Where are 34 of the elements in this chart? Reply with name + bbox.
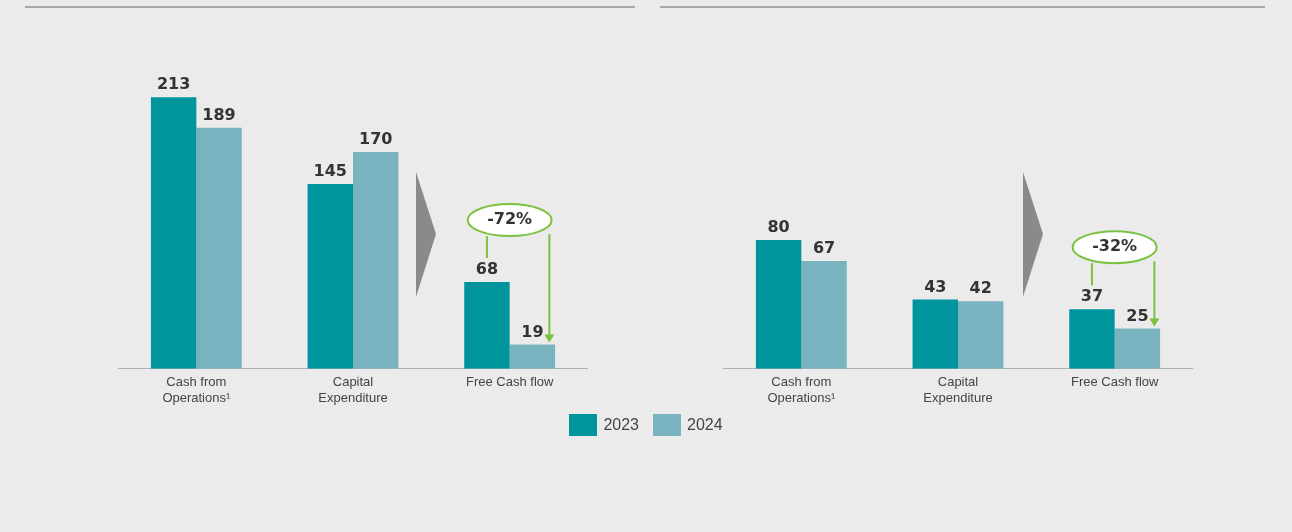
data-label: 67	[812, 238, 836, 258]
annotation: -32%	[1092, 236, 1138, 256]
x-tick-label: Cash from Operations¹	[162, 374, 231, 405]
bar	[353, 152, 399, 369]
bar	[1114, 328, 1161, 369]
bar	[196, 127, 242, 369]
legend-label: 2023	[603, 416, 639, 434]
bar	[912, 299, 958, 369]
data-label: 213	[156, 74, 191, 94]
data-label: 25	[1126, 305, 1149, 325]
bar	[150, 97, 197, 369]
data-label: 37	[1080, 286, 1104, 306]
bar	[464, 282, 510, 369]
annotation: -72%	[487, 209, 533, 229]
bar	[755, 240, 802, 369]
data-label: 80	[767, 217, 790, 237]
bar	[509, 344, 556, 369]
data-label: 19	[521, 321, 544, 341]
legend-label: 2024	[687, 416, 723, 434]
data-label: 145	[313, 161, 347, 181]
x-tick-label: Cash from Operations¹	[767, 374, 836, 405]
data-label: 170	[359, 129, 393, 149]
x-tick-label: Free Cash flow	[465, 374, 554, 390]
bar	[307, 183, 353, 369]
data-label: 42	[969, 278, 992, 298]
bar	[958, 301, 1004, 369]
x-tick-label: Free Cash flow	[1070, 374, 1159, 390]
data-label: 43	[924, 276, 947, 296]
data-label: 68	[475, 259, 499, 279]
x-tick-label: Capital Expenditure	[318, 374, 388, 405]
x-tick-label: Capital Expenditure	[923, 374, 993, 405]
bar	[801, 260, 847, 369]
bar	[1069, 309, 1115, 369]
data-label: 189	[202, 104, 236, 124]
